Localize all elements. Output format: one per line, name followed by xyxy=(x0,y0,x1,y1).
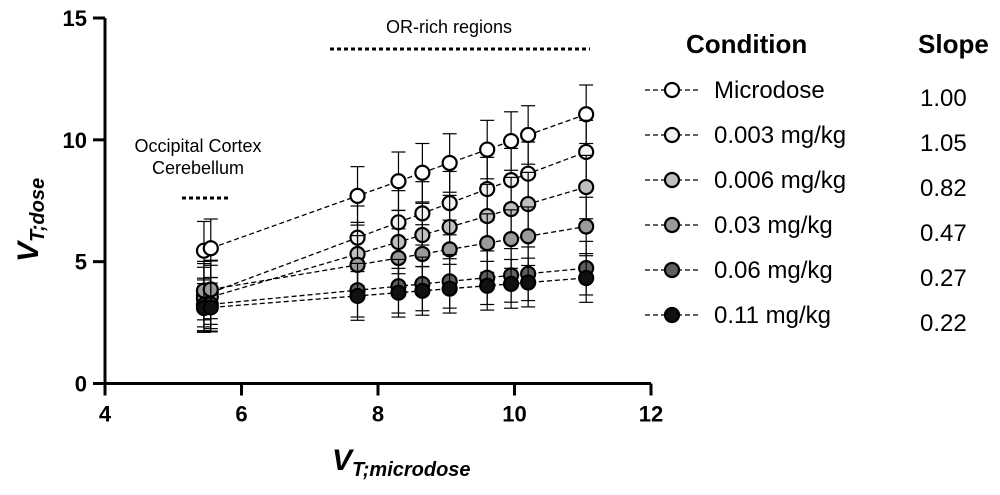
legend-header-slope: Slope xyxy=(918,29,989,59)
data-point xyxy=(520,274,537,291)
legend-slope: 0.47 xyxy=(920,220,967,247)
plot-series xyxy=(195,84,595,333)
x-tick-label: 10 xyxy=(502,402,526,427)
data-point xyxy=(502,275,520,292)
data-point xyxy=(502,230,520,248)
legend-marker xyxy=(663,216,681,234)
data-point xyxy=(349,287,366,305)
legend-item-4: 0.06 mg/kg 0.27 xyxy=(645,257,967,292)
data-point xyxy=(578,106,595,123)
data-point xyxy=(479,141,496,158)
legend-label: 0.11 mg/kg xyxy=(714,302,831,329)
legend-item-0: Microdose 1.00 xyxy=(645,77,967,112)
legend-marker xyxy=(663,261,681,279)
y-axis-title: VT;dose xyxy=(12,178,49,262)
data-point xyxy=(414,164,431,181)
data-point xyxy=(479,234,496,252)
y-tick-label: 0 xyxy=(75,372,87,397)
data-point xyxy=(414,282,431,299)
legend-slope: 0.22 xyxy=(920,310,967,337)
legend-label: Microdose xyxy=(714,77,825,104)
legend-slope: 1.00 xyxy=(920,85,967,112)
legend: Microdose 1.000.003 mg/kg 1.050.006 mg/kg 0… xyxy=(645,77,967,337)
legend-label: 0.06 mg/kg xyxy=(714,257,833,284)
legend-marker xyxy=(663,126,681,144)
x-tick-label: 8 xyxy=(372,402,384,427)
data-point xyxy=(578,218,595,235)
legend-item-2: 0.006 mg/kg 0.82 xyxy=(645,167,967,202)
legend-item-5: 0.11 mg/kg 0.22 xyxy=(645,302,967,337)
data-point xyxy=(202,240,219,257)
legend-label: 0.03 mg/kg xyxy=(714,212,833,239)
x-tick-label: 6 xyxy=(235,402,247,427)
y-tick-label: 5 xyxy=(75,250,87,275)
data-point xyxy=(202,299,219,316)
data-point xyxy=(441,280,458,297)
legend-marker xyxy=(663,306,681,324)
data-point xyxy=(520,126,537,144)
legend-label: 0.003 mg/kg xyxy=(714,122,846,149)
legend-marker xyxy=(663,171,681,189)
y-tick-label: 15 xyxy=(63,6,87,31)
data-point xyxy=(578,178,595,196)
legend-item-3: 0.03 mg/kg 0.47 xyxy=(645,212,967,247)
legend-header-condition: Condition xyxy=(686,29,807,59)
annotation-occipital-cortex: Occipital Cortex xyxy=(134,136,261,156)
data-point xyxy=(479,277,496,294)
annotation-cerebellum: Cerebellum xyxy=(152,158,244,178)
axis-ticks: 4 6 8 10 12 0 5 10 15 xyxy=(63,6,664,427)
data-point xyxy=(578,269,595,287)
data-point xyxy=(502,132,520,150)
legend-slope: 0.27 xyxy=(920,265,967,292)
data-point xyxy=(520,228,537,245)
x-tick-label: 4 xyxy=(99,402,112,427)
series-5 xyxy=(195,253,595,333)
legend-label: 0.006 mg/kg xyxy=(714,167,846,194)
data-point xyxy=(390,284,407,301)
data-point xyxy=(390,173,407,190)
annotation-or-rich-regions: OR-rich regions xyxy=(386,17,512,37)
x-tick-label: 12 xyxy=(639,402,663,427)
legend-item-1: 0.003 mg/kg 1.05 xyxy=(645,122,967,157)
legend-slope: 1.05 xyxy=(920,130,967,157)
data-point xyxy=(349,187,366,204)
data-point xyxy=(441,154,458,172)
legend-slope: 0.82 xyxy=(920,175,967,202)
x-axis-title: VT;microdose xyxy=(332,444,471,481)
legend-marker xyxy=(663,81,681,99)
y-tick-label: 10 xyxy=(63,128,87,153)
